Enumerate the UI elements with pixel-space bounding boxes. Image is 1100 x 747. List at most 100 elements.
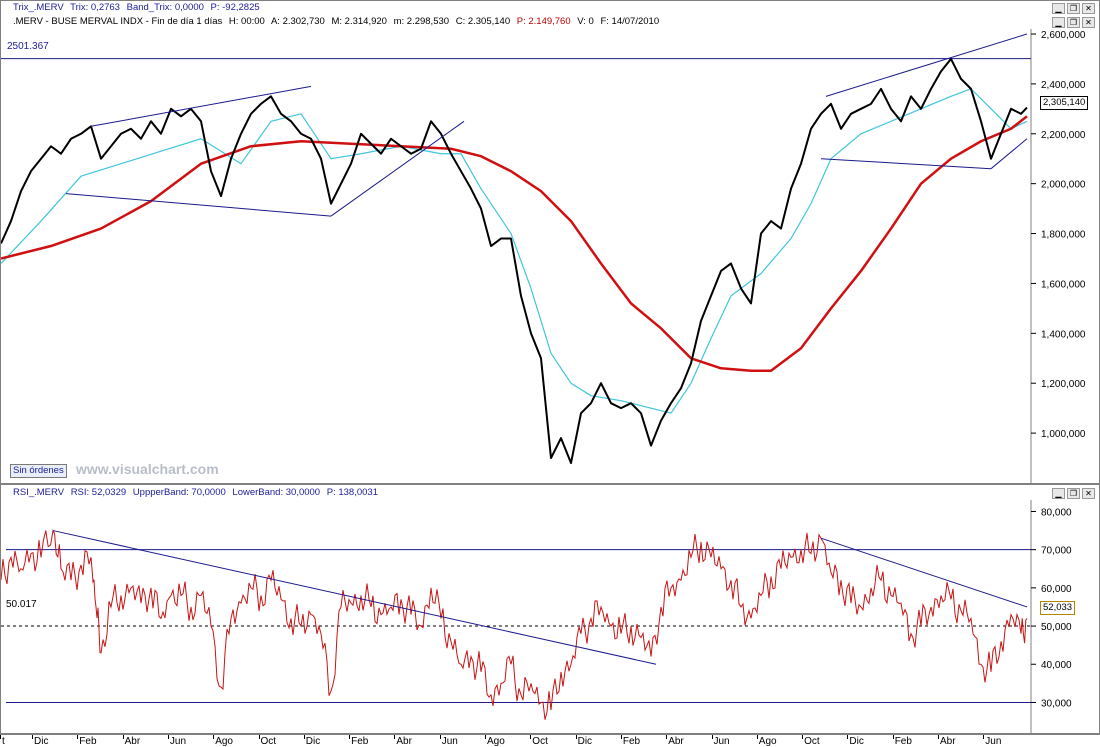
time-axis: t Dic Feb Abr Jun Ago Oct Dic Feb Abr Jun Ago Oct Dic… [0, 734, 1100, 747]
x-tick [258, 735, 260, 739]
rsi-value: RSI: 52,0329 [70, 487, 127, 498]
price-y-tick-label: 1,600,000 [1041, 279, 1086, 290]
rsi-series [1, 528, 1028, 720]
x-tick-label: t [2, 736, 5, 747]
rsi-y-tick-label: 70,000 [1041, 546, 1072, 557]
x-tick-label: Abr [396, 736, 412, 747]
x-tick [802, 735, 804, 739]
price-trendline[interactable] [65, 193, 332, 217]
x-tick [666, 735, 668, 739]
close-icon[interactable]: ✕ [1082, 3, 1095, 14]
rsi-chart[interactable]: 80,000 70,000 60,000 50,000 40,000 30,000 [1, 485, 1099, 733]
x-tick-label: Feb [351, 736, 369, 747]
x-tick [213, 735, 215, 739]
price-data-header: .MERV - BUSE MERVAL INDX - Fin de día 1 … [13, 16, 1100, 29]
x-tick-label: Abr [940, 736, 956, 747]
x-tick [938, 735, 939, 739]
restore-icon[interactable]: ❐ [1067, 3, 1080, 14]
minimize-icon[interactable]: ▁ [1052, 488, 1065, 499]
rsi-y-tick-label: 50,000 [1041, 622, 1072, 633]
price-trendline[interactable] [820, 158, 992, 170]
open-value: A: 2.302,730 [270, 16, 325, 27]
rsi-y-tick-label: 30,000 [1041, 698, 1072, 709]
rsi-lower-band: LowerBand: 30,0000 [232, 487, 321, 498]
restore-icon[interactable]: ❐ [1067, 488, 1080, 499]
x-tick [122, 735, 124, 739]
x-tick-label: Dic [849, 736, 864, 747]
indicator-p: P: -92,2825 [210, 2, 260, 13]
restore-icon[interactable]: ❐ [1067, 17, 1080, 28]
rsi-p: P: 138,0031 [326, 487, 378, 498]
x-tick [892, 735, 894, 739]
indicator-trix: Trix: 0,2763 [70, 2, 120, 13]
rsi-trendline[interactable] [820, 537, 1028, 608]
low-value: m: 2.298,530 [393, 16, 450, 27]
last-price-badge: 2,305,140 [1040, 96, 1089, 110]
x-tick-label: Abr [124, 736, 141, 747]
rsi-level-label: 50.017 [6, 599, 37, 610]
rsi-panel: RSI_.MERV RSI: 52,0329 UppperBand: 70,00… [0, 484, 1100, 734]
x-tick [530, 735, 532, 739]
x-tick [847, 735, 849, 739]
x-tick [394, 735, 396, 739]
orders-button[interactable]: Sin órdenes [10, 464, 67, 478]
close-icon[interactable]: ✕ [1082, 488, 1095, 499]
price-y-tick-label: 2,200,000 [1041, 130, 1086, 141]
price-panel: Trix_.MERV Trix: 0,2763 Band_Trix: 0,000… [0, 0, 1100, 484]
x-tick [167, 735, 169, 739]
x-tick-label: Dic [34, 736, 49, 747]
x-tick-label: Dic [305, 736, 321, 747]
hour-value: H: 00:00 [228, 16, 265, 27]
price-chart[interactable]: 2,600,000 2,400,000 2,200,000 2,000,000 1,80… [1, 1, 1099, 483]
minimize-icon[interactable]: ▁ [1052, 3, 1065, 14]
rsi-last-badge: 52,033 [1040, 601, 1076, 615]
price-trendline[interactable] [825, 33, 1028, 97]
minimize-icon[interactable]: ▁ [1052, 17, 1065, 28]
rsi-y-tick-label: 40,000 [1041, 660, 1072, 671]
symbol-description: .MERV - BUSE MERVAL INDX - Fin de día 1 … [13, 16, 223, 27]
x-tick-label: Oct [804, 736, 820, 747]
x-tick [711, 735, 713, 739]
x-tick-label: Feb [894, 736, 912, 747]
x-tick-label: Ago [487, 736, 505, 747]
x-tick-label: Feb [79, 736, 97, 747]
slow-moving-average [1, 115, 1028, 372]
x-tick-label: Dic [577, 736, 593, 747]
price-y-tick-label: 1,200,000 [1041, 379, 1086, 390]
close-icon[interactable]: ✕ [1082, 17, 1095, 28]
indicator-band-trix: Band_Trix: 0,0000 [126, 2, 204, 13]
indicator-name: Trix_.MERV [13, 2, 64, 13]
rsi-trendline[interactable] [52, 530, 657, 665]
x-tick [620, 735, 622, 739]
x-tick-label: Feb [622, 736, 641, 747]
price-trendline[interactable] [90, 85, 312, 127]
rsi-y-tick-label: 60,000 [1041, 584, 1072, 595]
rsi-name: RSI_.MERV [13, 487, 65, 498]
x-tick-label: Jun [985, 736, 1002, 747]
price-y-tick-label: 2,600,000 [1041, 30, 1086, 41]
x-tick-label: Jun [713, 736, 730, 747]
x-tick [349, 735, 351, 739]
x-tick-label: Jun [169, 736, 187, 747]
rsi-y-tick-label: 80,000 [1041, 507, 1072, 518]
x-tick-label: Abr [668, 736, 684, 747]
x-tick [0, 735, 1, 739]
price-y-tick-label: 2,400,000 [1041, 80, 1086, 91]
x-tick [32, 735, 33, 739]
x-tick-label: Jun [441, 736, 458, 747]
rsi-upper-band: UppperBand: 70,0000 [132, 487, 226, 498]
price-trendline[interactable] [330, 120, 465, 217]
high-value: M: 2.314,920 [331, 16, 387, 27]
x-tick [439, 735, 441, 739]
price-y-tick-label: 2,000,000 [1041, 180, 1086, 191]
x-tick [575, 735, 577, 739]
price-indicator-header: Trix_.MERV Trix: 0,2763 Band_Trix: 0,000… [13, 2, 1100, 15]
price-y-tick-label: 1,000,000 [1041, 429, 1086, 440]
x-tick-label: Ago [215, 736, 233, 747]
watermark: www.visualchart.com [76, 461, 219, 477]
x-tick [756, 735, 758, 739]
fast-moving-average [1, 88, 1028, 414]
price-window-buttons-2: ▁ ❐ ✕ [1052, 17, 1095, 28]
price-trendline[interactable] [990, 138, 1028, 170]
price-window-buttons: ▁ ❐ ✕ [1052, 3, 1095, 14]
